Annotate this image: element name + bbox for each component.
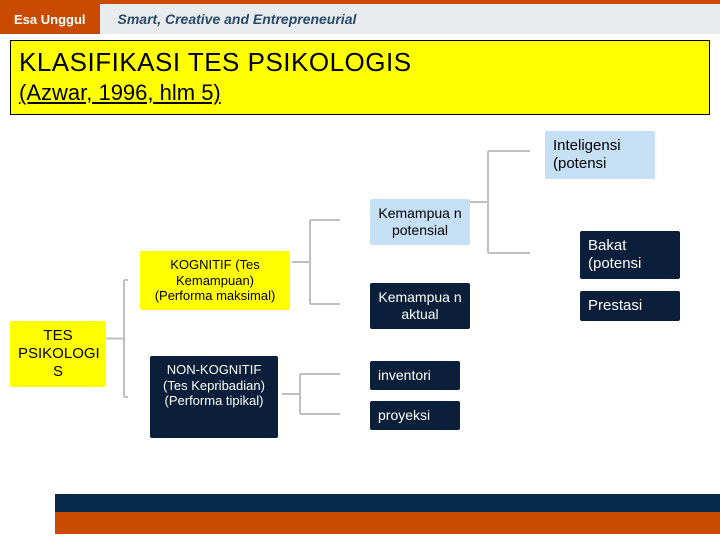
- diagram-node-inv: inventori: [370, 361, 460, 390]
- classification-diagram: TES PSIKOLOGI S KOGNITIF (Tes Kemampuan) …: [0, 121, 720, 491]
- diagram-node-bakat: Bakat (potensi: [580, 231, 680, 279]
- diagram-node-pro: proyeksi: [370, 401, 460, 430]
- diagram-node-prest: Prestasi: [580, 291, 680, 321]
- diagram-node-kog: KOGNITIF (Tes Kemampuan) (Performa maksi…: [140, 251, 290, 310]
- diagram-node-nkog: NON-KOGNITIF (Tes Kepribadian) (Performa…: [150, 356, 278, 438]
- footer-navy-bar: [55, 494, 720, 512]
- top-banner: Esa Unggul Smart, Creative and Entrepren…: [0, 0, 720, 34]
- slide-title: KLASIFIKASI TES PSIKOLOGIS: [19, 47, 701, 78]
- slide-subtitle: (Azwar, 1996, hlm 5): [19, 80, 701, 106]
- logo: Esa Unggul: [0, 4, 100, 34]
- banner-tagline: Smart, Creative and Entrepreneurial: [118, 11, 357, 27]
- diagram-node-root: TES PSIKOLOGI S: [10, 321, 106, 387]
- slide-title-block: KLASIFIKASI TES PSIKOLOGIS (Azwar, 1996,…: [10, 40, 710, 115]
- diagram-node-kpot: Kemampua n potensial: [370, 199, 470, 245]
- footer-strip: [0, 484, 720, 540]
- footer-orange-bar: [55, 512, 720, 534]
- diagram-node-intl: Inteligensi (potensi: [545, 131, 655, 179]
- diagram-node-kakt: Kemampua n aktual: [370, 283, 470, 329]
